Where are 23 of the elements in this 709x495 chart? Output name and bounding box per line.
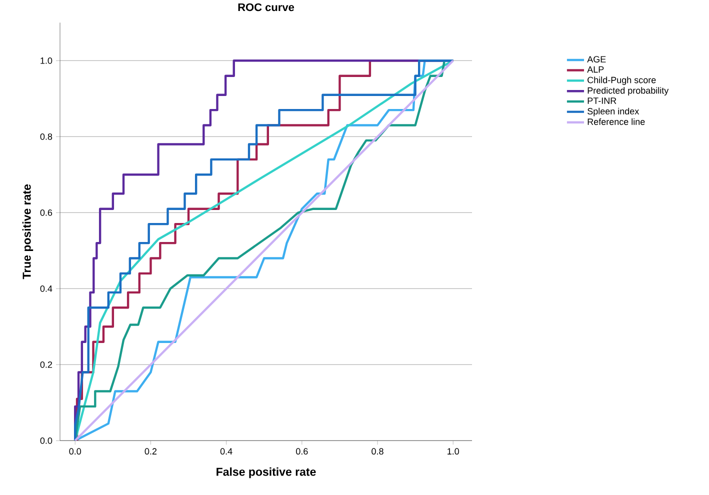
x-tick-label: 0.4	[220, 448, 232, 455]
y-tick-label: 1.0	[40, 58, 52, 64]
chart-title: ROC curve	[238, 4, 294, 12]
legend-label: Child-Pugh score	[588, 76, 656, 86]
y-axis-title: True positive rate	[22, 184, 34, 280]
legend-label: Reference line	[588, 118, 645, 126]
x-tick-label: 0.6	[296, 448, 308, 455]
legend-label: Predicted probability	[588, 87, 669, 96]
x-tick-label: 0.2	[144, 448, 157, 455]
x-axis-title: False positive rate	[216, 468, 316, 478]
legend-label: Spleen index	[588, 108, 640, 116]
x-tick-label: 0.8	[372, 448, 384, 455]
y-tick-label: 0.2	[40, 362, 52, 368]
y-tick-label: 0.4	[40, 286, 52, 292]
legend-label: PT-INR	[588, 98, 616, 104]
y-tick-label: 0.6	[40, 210, 52, 216]
y-tick-label: 0.0	[40, 438, 52, 444]
x-tick-label: 1.0	[448, 448, 460, 455]
legend-label: ALP	[587, 66, 604, 73]
line-series	[74, 60, 454, 441]
x-tick-label: 0.0	[69, 448, 82, 455]
legend-label: AGE	[587, 56, 606, 63]
y-tick-label: 0.8	[40, 134, 52, 140]
